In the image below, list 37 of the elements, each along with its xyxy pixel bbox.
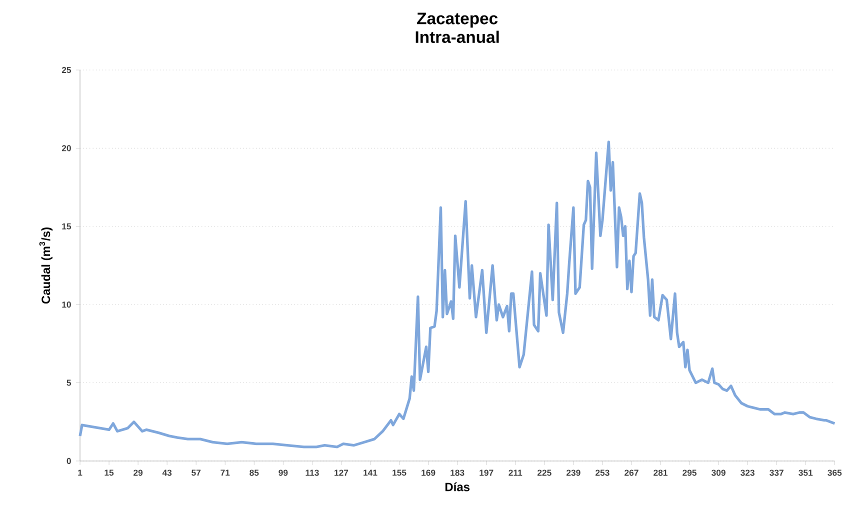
x-tick-label: 197	[480, 470, 494, 476]
x-tick-label: 253	[596, 470, 610, 476]
x-tick-label: 113	[306, 470, 319, 476]
x-tick-label: 71	[220, 470, 230, 476]
x-tick-label: 211	[508, 470, 522, 476]
x-tick-label: 29	[134, 470, 143, 476]
x-tick-label: 309	[712, 470, 726, 476]
x-tick-label: 351	[798, 470, 813, 476]
x-tick-label: 141	[364, 470, 378, 476]
x-tick-label: 295	[682, 470, 697, 476]
x-tick-label: 127	[334, 470, 348, 476]
x-tick-label: 281	[654, 470, 668, 476]
x-tick-label: 323	[740, 470, 754, 476]
x-axis-title: Días	[445, 482, 470, 492]
y-tick-label: 25	[62, 66, 72, 74]
x-tick-label: 337	[770, 470, 784, 476]
x-tick-label: 43	[162, 470, 172, 476]
x-tick-label: 99	[278, 470, 288, 476]
x-tick-label: 183	[450, 470, 464, 476]
chart-title: Zacatepec Intra-anual	[416, 12, 499, 43]
x-tick-label: 169	[422, 470, 436, 476]
y-axis-title: Caudal (m$^{3}$/s)	[39, 228, 52, 304]
x-tick-label: 239	[566, 470, 580, 476]
y-tick-label: 10	[62, 302, 71, 308]
line-series	[78, 140, 836, 448]
x-tick-label: 57	[192, 470, 201, 476]
x-tick-label: 85	[250, 470, 259, 476]
y-tick-label: 15	[62, 223, 72, 230]
y-tick-label: 20	[62, 145, 71, 152]
x-tick-label: 225	[537, 470, 552, 476]
x-tick-label: 15	[104, 470, 114, 476]
x-tick-label: 365	[828, 470, 842, 476]
x-tick-label: 155	[392, 470, 406, 476]
y-tick-label: 5	[66, 380, 72, 386]
x-tick-label: 267	[624, 470, 638, 476]
y-tick-label: 0	[66, 458, 71, 464]
x-tick-label: 1	[78, 470, 82, 476]
